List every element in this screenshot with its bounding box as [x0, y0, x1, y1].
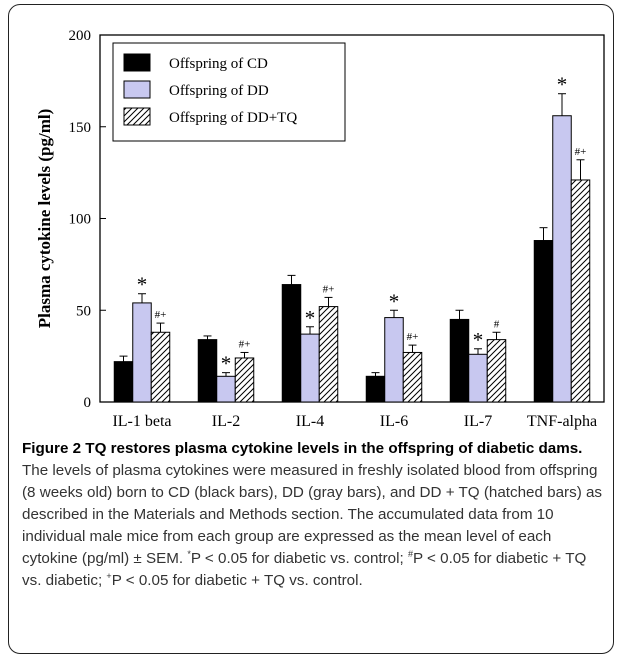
caption-body: The levels of plasma cytokines were meas… [22, 462, 603, 567]
bar [384, 317, 404, 403]
significance-marker: * [137, 273, 148, 297]
bar [300, 333, 320, 403]
bar [150, 331, 171, 403]
legend-label: Offspring of CD [169, 56, 268, 72]
x-tick-label: IL-1 beta [112, 413, 171, 430]
bar [570, 179, 591, 403]
y-tick-label: 200 [69, 28, 92, 44]
caption-body: P < 0.05 for diabetic vs. control; [190, 550, 408, 567]
significance-marker: * [557, 73, 568, 97]
bar [281, 284, 302, 403]
legend-label: Offspring of DD+TQ [169, 110, 297, 126]
bar [113, 361, 134, 403]
significance-marker: #+ [407, 331, 419, 343]
y-tick-label: 0 [84, 395, 92, 411]
significance-marker: #+ [323, 283, 335, 295]
significance-marker: * [221, 352, 232, 376]
significance-marker: #+ [575, 146, 587, 158]
x-tick-label: IL-6 [380, 413, 408, 430]
caption-sup-star: * [187, 548, 191, 559]
bar [132, 302, 152, 403]
legend-box [112, 42, 346, 142]
caption-body: P < 0.05 for diabetic + TQ vs. diabetic; [22, 550, 587, 589]
caption-title: Figure 2 TQ restores plasma cytokine lev… [22, 440, 583, 457]
x-tick-label: TNF-alpha [527, 413, 597, 430]
y-tick-label: 50 [76, 303, 91, 319]
bar [552, 115, 572, 403]
bar [468, 353, 488, 403]
bar [402, 351, 423, 403]
bar [318, 306, 339, 403]
x-tick-label: IL-4 [296, 413, 324, 430]
x-tick-label: IL-7 [464, 413, 492, 430]
y-tick-label: 150 [69, 120, 92, 136]
y-tick-label: 100 [69, 212, 92, 228]
bar [216, 375, 236, 403]
significance-marker: # [494, 318, 500, 330]
bar [234, 357, 255, 403]
bar-chart: 0 50 100 150 200 Plasma cytokine levels (pg/m… [35, 28, 605, 430]
y-axis-label: Plasma cytokine levels (pg/ml) [35, 109, 54, 329]
caption-sup-plus: + [106, 570, 112, 581]
figure-caption: Figure 2 TQ restores plasma cytokine lev… [22, 438, 604, 592]
legend-label: Offspring of DD [169, 83, 269, 99]
significance-marker: * [389, 289, 400, 313]
legend-swatch [123, 107, 151, 126]
legend-swatch [123, 80, 151, 99]
significance-marker: #+ [155, 309, 167, 321]
significance-marker: * [305, 306, 316, 330]
bar [449, 318, 470, 403]
significance-marker: #+ [239, 338, 251, 350]
caption-body: P < 0.05 for diabetic + TQ vs. control. [111, 572, 363, 589]
bar [365, 375, 386, 403]
bar [197, 339, 218, 403]
bar [533, 240, 554, 403]
caption-sup-hash: # [407, 548, 413, 559]
bar [486, 339, 507, 403]
x-tick-label: IL-2 [212, 413, 240, 430]
significance-marker: * [473, 328, 484, 352]
legend-swatch [123, 53, 151, 72]
